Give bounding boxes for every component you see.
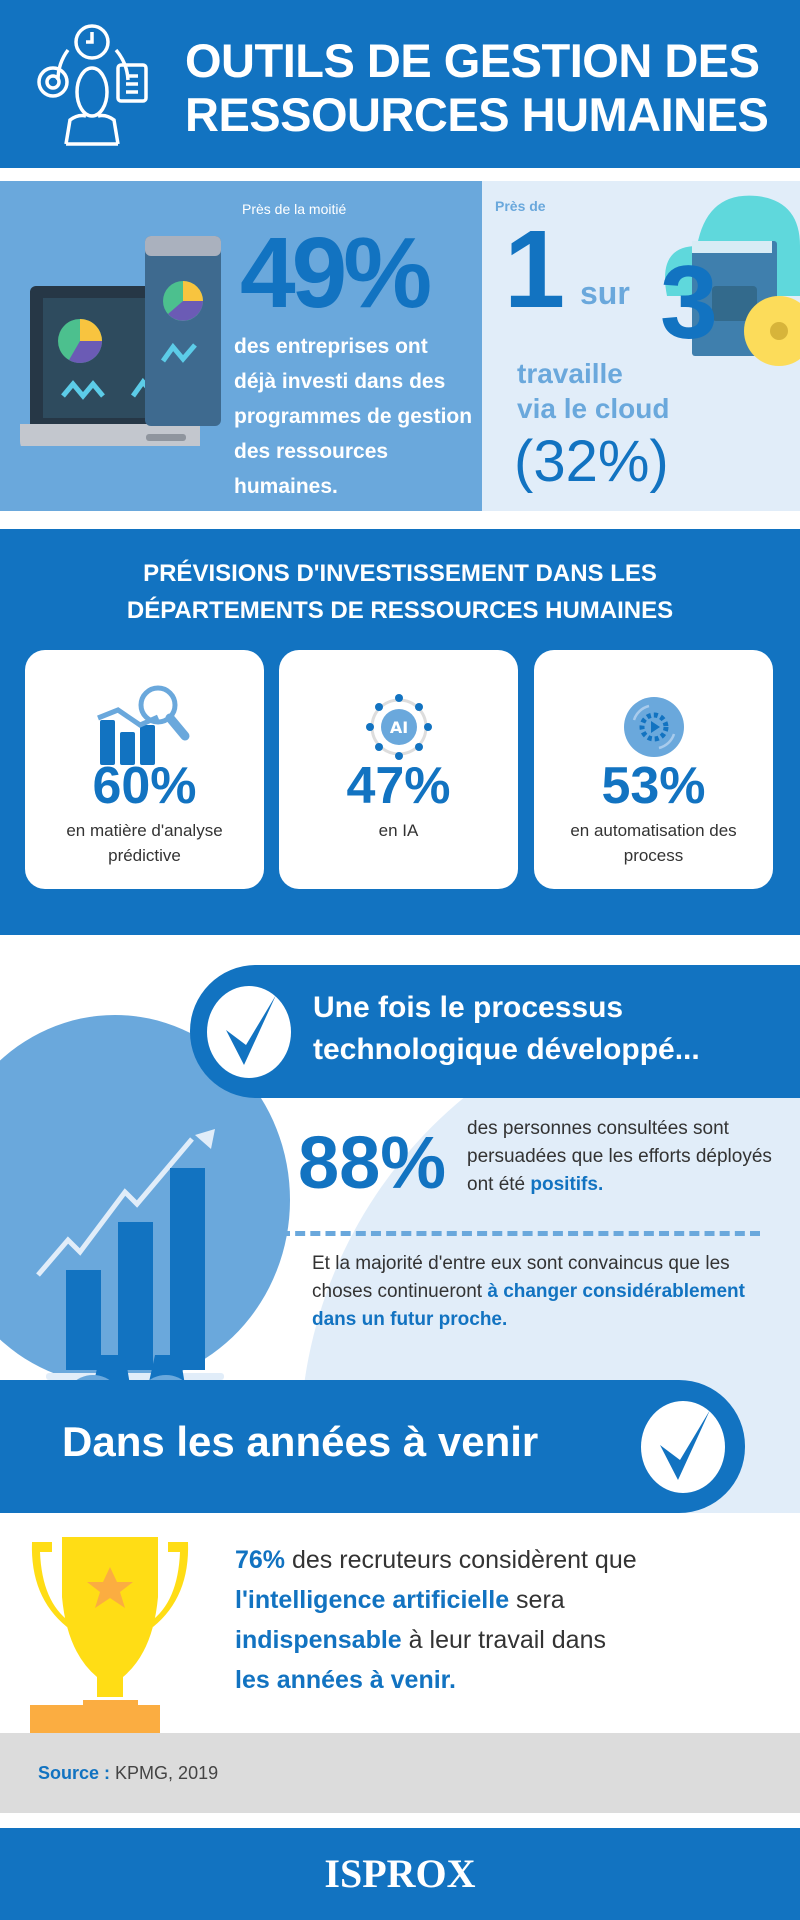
brand-logo: ISPROX — [324, 1851, 476, 1896]
dashed-divider — [280, 1231, 760, 1236]
source-label: Source : — [38, 1763, 111, 1783]
text-a: des personnes consultées sont persuadées… — [467, 1118, 772, 1195]
page-title: OUTILS DE GESTION DES RESSOURCES HUMAINE… — [185, 34, 769, 142]
laptop-dashboard-icon — [20, 236, 221, 446]
process-banner: Une fois le processus technologique déve… — [190, 965, 800, 1098]
forecast-label: en automatisation des process — [570, 821, 737, 865]
future-line-3: indispensable à leur travail dans — [235, 1620, 795, 1660]
header: OUTILS DE GESTION DES RESSOURCES HUMAINE… — [0, 0, 800, 168]
forecast-title-line-2: DÉPARTEMENTS DE RESSOURCES HUMAINES — [126, 597, 674, 624]
process-value: 88% — [298, 1121, 447, 1204]
stat-description: des entreprises ont déjà investi dans de… — [234, 335, 473, 498]
future-banner-text: Dans les années à venir — [62, 1418, 539, 1465]
cloud-three: 3 — [660, 245, 718, 361]
text: à leur travail dans — [401, 1626, 606, 1654]
forecast-card-analytics: 60% en matière d'analyse prédictive — [25, 650, 264, 889]
trophy-base — [30, 1705, 160, 1733]
forecast-card-automation: 53% en automatisation des process — [534, 650, 773, 889]
automation-gear-icon — [623, 697, 684, 757]
forecast-value: 53% — [601, 757, 706, 815]
forecast-label: en matière d'analyse prédictive — [66, 821, 223, 865]
process-text-b: Et la majorité d'entre eux sont convainc… — [312, 1250, 782, 1334]
source-bar: Source : KPMG, 2019 — [0, 1733, 800, 1813]
text-b: Et la majorité d'entre eux sont convainc… — [312, 1253, 730, 1302]
process-banner-line-2: technologique développé... — [313, 1033, 700, 1066]
analytics-icon — [96, 685, 189, 765]
stat-note: Près de la moitié — [242, 201, 347, 217]
stat-cloud: Près de 1 sur 3 travaille via le cloud (… — [482, 181, 800, 511]
future-line-1: 76% des recruteurs considèrent que — [235, 1540, 795, 1580]
title-line-2: RESSOURCES HUMAINES — [185, 88, 769, 141]
forecast-label: en IA — [378, 821, 419, 840]
forecast-value: 47% — [346, 757, 451, 815]
footer: ISPROX — [0, 1828, 800, 1920]
text: sera — [509, 1586, 565, 1614]
hr-management-icon — [37, 24, 148, 146]
checkmark-icon — [641, 1401, 725, 1493]
forecast-card-ai: AI 47% en IA — [279, 650, 518, 889]
source-value: KPMG, 2019 — [115, 1763, 219, 1783]
stats-section: Près de la moitié 49% des entreprises on… — [0, 181, 800, 511]
cloud-one: 1 — [504, 208, 566, 331]
forecast-section: PRÉVISIONS D'INVESTISSEMENT DANS LES DÉP… — [0, 529, 800, 935]
title-line-1: OUTILS DE GESTION DES — [185, 34, 760, 87]
forecast-value: 60% — [92, 757, 197, 815]
cloud-percent: (32%) — [514, 429, 669, 494]
future-text: 76% des recruteurs considèrent que l'int… — [235, 1540, 795, 1700]
emphasis: l'intelligence artificielle — [235, 1586, 510, 1614]
cloud-line1: travaille — [517, 358, 623, 389]
process-banner-line-1: Une fois le processus — [313, 991, 624, 1024]
ai-icon-text: AI — [389, 718, 407, 737]
text: des recruteurs considèrent que — [285, 1546, 637, 1574]
cloud-storage-icon — [665, 195, 800, 366]
cloud-prefix: Près de — [495, 198, 546, 214]
forecast-title: PRÉVISIONS D'INVESTISSEMENT DANS LES DÉP… — [0, 555, 800, 629]
process-text-a: des personnes consultées sont persuadées… — [467, 1115, 797, 1199]
ai-icon: AI — [365, 694, 432, 760]
text-b-emphasis: à changer considérablement dans un futur… — [312, 1281, 745, 1330]
source-text: Source : KPMG, 2019 — [38, 1763, 218, 1784]
emphasis: indispensable — [235, 1626, 402, 1654]
cloud-sur: sur — [580, 275, 630, 311]
emphasis: les années à venir. — [235, 1666, 456, 1694]
checkmark-icon — [207, 986, 291, 1078]
process-banner-text: Une fois le processus technologique déve… — [313, 987, 700, 1071]
future-line-2: l'intelligence artificielle sera — [235, 1580, 795, 1620]
cloud-line2: via le cloud — [517, 393, 670, 424]
future-banner: Dans les années à venir — [0, 1380, 745, 1513]
forecast-title-line-1: PRÉVISIONS D'INVESTISSEMENT DANS LES — [143, 560, 657, 587]
emphasis: 76% — [235, 1546, 286, 1574]
process-section: Une fois le processus technologique déve… — [0, 935, 800, 1513]
stat-value-49: 49% — [240, 217, 432, 329]
future-line-4: les années à venir. — [235, 1660, 795, 1700]
text-a-emphasis: positifs. — [530, 1174, 604, 1195]
stat-half-companies: Près de la moitié 49% des entreprises on… — [0, 181, 482, 511]
